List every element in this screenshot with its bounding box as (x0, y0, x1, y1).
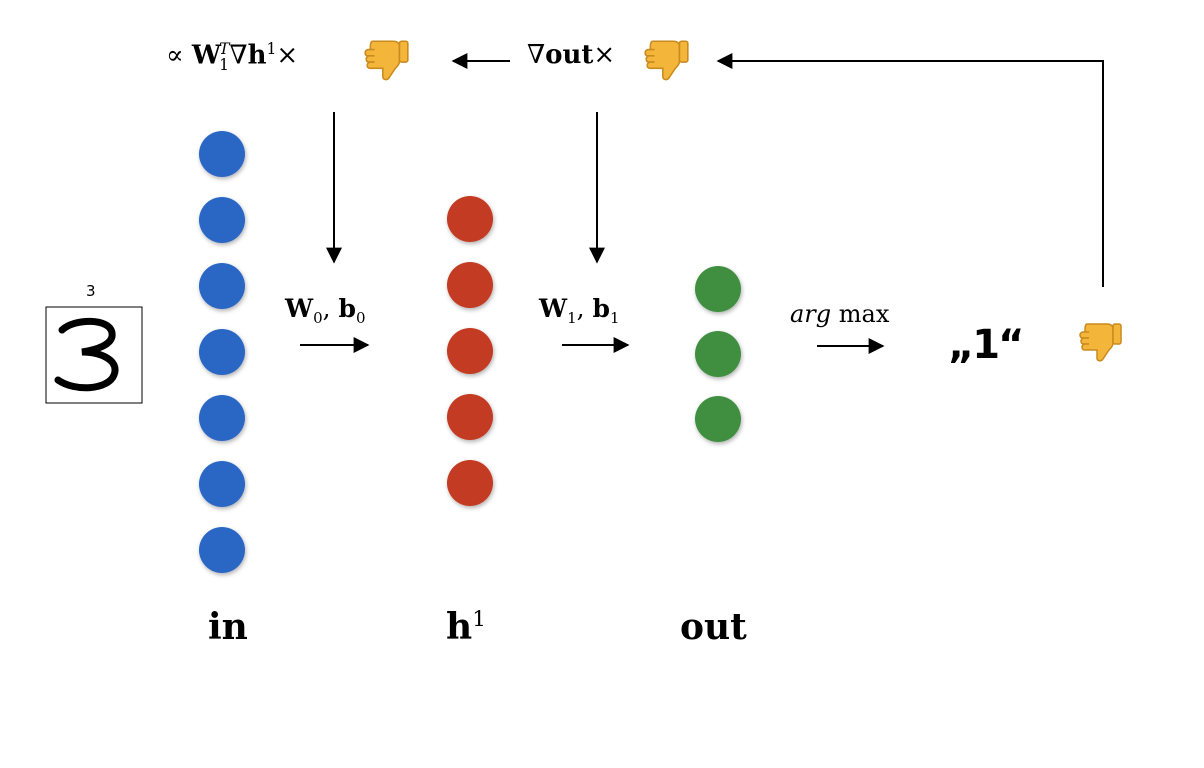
input-layer-nodes (199, 131, 245, 573)
input-neuron (199, 197, 245, 243)
nabla-symbol: ∇ (229, 40, 248, 71)
output-neuron (695, 266, 741, 312)
hidden-layer-label: h1 (446, 606, 486, 648)
input-neuron (199, 461, 245, 507)
prediction-label: „1“ (948, 322, 1024, 368)
input-neuron (199, 131, 245, 177)
hidden-neuron (447, 460, 493, 506)
input-neuron (199, 527, 245, 573)
hidden-layer-superscript: 1 (472, 607, 486, 632)
hidden-symbol: h (247, 40, 267, 71)
input-neuron (199, 395, 245, 441)
weight-subscript: 1 (219, 55, 229, 74)
output-layer-nodes (695, 266, 741, 442)
hidden-superscript: 1 (266, 40, 277, 58)
thumbs-down-icon (364, 40, 409, 81)
output-neuron (695, 331, 741, 377)
output-layer-label: out (680, 606, 747, 648)
hidden-neuron (447, 328, 493, 374)
times-symbol: × (593, 40, 616, 70)
proportional-symbol: ∝ (166, 40, 184, 71)
hidden-neuron (447, 196, 493, 242)
argmax-arg: arg (790, 300, 832, 328)
b0-symbol: b (338, 294, 357, 323)
hidden-layer-nodes (447, 196, 493, 506)
digit-caption: 3 (86, 282, 96, 300)
w0-symbol: W (285, 294, 314, 323)
digit-glyph (54, 317, 119, 392)
nabla-symbol: ∇ (527, 40, 546, 70)
argmax-label: arg max (790, 300, 889, 328)
thumbs-down-icon (644, 40, 689, 81)
hidden-neuron (447, 262, 493, 308)
w1-b1-label: W1, b1 (539, 294, 620, 327)
w1-symbol: W (539, 294, 568, 323)
hidden-layer-symbol: h (446, 606, 473, 648)
output-neuron (695, 396, 741, 442)
argmax-max: max (838, 300, 890, 328)
w1-subscript: 1 (567, 309, 577, 327)
hidden-gradient-formula: ∝ W1T∇h1× (166, 40, 298, 74)
w0-b0-label: W0, b0 (285, 294, 366, 327)
output-gradient-formula: ∇out× (527, 40, 615, 70)
transpose-superscript: T (219, 40, 230, 58)
weight-symbol: W (191, 40, 222, 71)
w0-subscript: 0 (313, 309, 323, 327)
times-symbol: × (276, 40, 299, 71)
b0-subscript: 0 (356, 309, 366, 327)
b1-symbol: b (592, 294, 611, 323)
b1-subscript: 1 (610, 309, 620, 327)
hidden-neuron (447, 394, 493, 440)
out-symbol: out (545, 40, 594, 70)
input-layer-label: in (208, 606, 248, 648)
input-neuron (199, 263, 245, 309)
input-neuron (199, 329, 245, 375)
thumbs-down-icon (1079, 323, 1122, 362)
feedback-loop-arrow (716, 53, 1104, 287)
